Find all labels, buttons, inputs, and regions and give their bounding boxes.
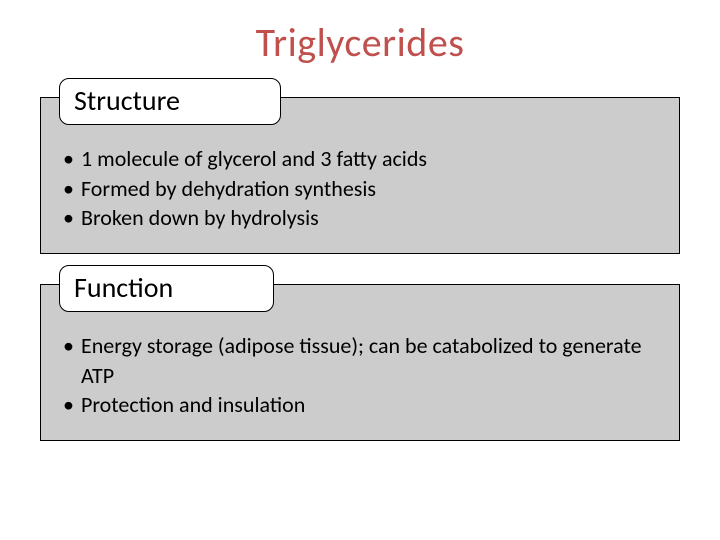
list-item: 1 molecule of glycerol and 3 fatty acids: [63, 144, 657, 174]
list-item: Protection and insulation: [63, 390, 657, 420]
structure-panel: Structure 1 molecule of glycerol and 3 f…: [40, 97, 680, 254]
slide: Triglycerides Structure 1 molecule of gl…: [0, 0, 720, 540]
function-bullets: Energy storage (adipose tissue); can be …: [63, 331, 657, 420]
function-panel-label: Function: [59, 265, 274, 312]
structure-panel-label: Structure: [59, 78, 281, 125]
list-item: Energy storage (adipose tissue); can be …: [63, 331, 657, 390]
function-panel: Function Energy storage (adipose tissue)…: [40, 284, 680, 441]
list-item: Formed by dehydration synthesis: [63, 174, 657, 204]
slide-title: Triglycerides: [40, 18, 680, 67]
structure-bullets: 1 molecule of glycerol and 3 fatty acids…: [63, 144, 657, 233]
list-item: Broken down by hydrolysis: [63, 203, 657, 233]
